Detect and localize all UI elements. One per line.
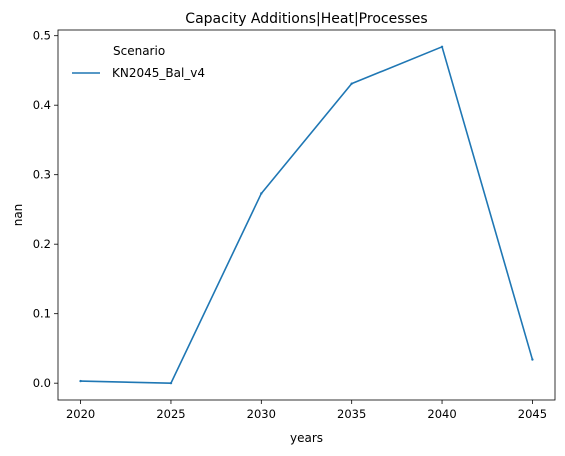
plot-area — [57, 29, 556, 401]
x-tick-label: 2035 — [337, 407, 366, 421]
x-tick-label: 2045 — [518, 407, 547, 421]
data-point — [440, 45, 444, 49]
y-tick-label: 0.5 — [33, 29, 51, 43]
chart-title: Capacity Additions|Heat|Processes — [185, 11, 427, 27]
x-tick-label: 2030 — [247, 407, 276, 421]
data-point — [531, 358, 534, 361]
series-line-0 — [79, 46, 534, 384]
series-layer — [79, 45, 534, 385]
data-point — [260, 192, 263, 195]
y-axis: 0.0 0.1 0.2 0.3 0.4 0.5 — [33, 29, 58, 390]
data-point — [350, 82, 353, 85]
x-tick-label: 2040 — [427, 407, 456, 421]
x-axis: 2020 2025 2030 2035 2040 2045 — [66, 400, 547, 421]
plot-frame — [57, 29, 556, 401]
x-tick-label: 2020 — [66, 407, 95, 421]
x-axis-label: years — [290, 431, 323, 445]
data-point — [169, 381, 173, 385]
y-tick-label: 0.2 — [33, 237, 51, 251]
y-tick-label: 0.0 — [33, 376, 51, 390]
data-point — [79, 379, 82, 383]
y-tick-label: 0.3 — [33, 168, 51, 182]
legend: Scenario KN2045_Bal_v4 — [72, 44, 205, 80]
legend-title: Scenario — [113, 44, 165, 58]
legend-entry-label: KN2045_Bal_v4 — [112, 66, 205, 80]
y-axis-label: nan — [11, 204, 25, 227]
y-tick-label: 0.1 — [33, 307, 51, 321]
x-tick-label: 2025 — [156, 407, 185, 421]
y-tick-label: 0.4 — [33, 98, 51, 112]
